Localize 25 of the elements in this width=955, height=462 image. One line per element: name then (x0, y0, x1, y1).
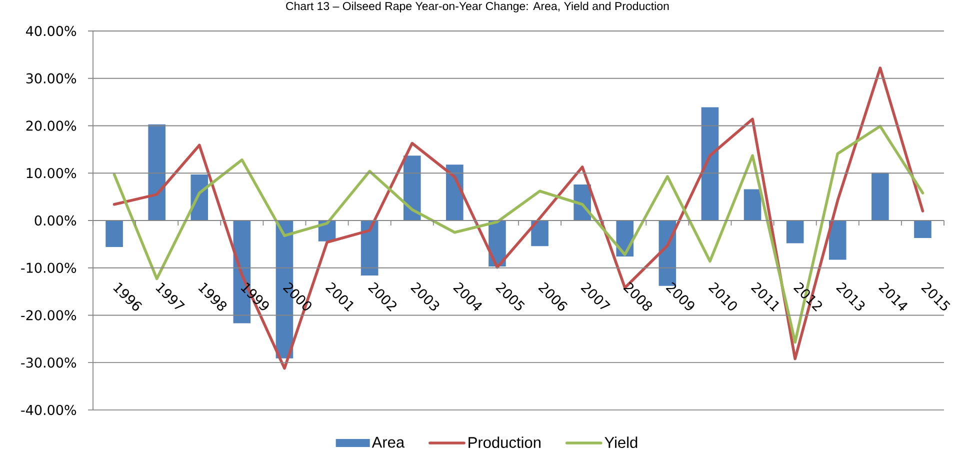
y-tick-label: 40.00% (26, 26, 76, 36)
y-tick-label: 30.00% (26, 73, 76, 84)
bar (914, 220, 932, 238)
y-tick-label: -20.00% (21, 310, 76, 320)
bar (360, 220, 378, 276)
y-tick-label: -40.00% (21, 404, 76, 416)
bar (446, 164, 464, 220)
legend-label: Area (372, 436, 405, 448)
bar (786, 220, 804, 244)
bar (744, 189, 762, 220)
y-tick-label: 10.00% (26, 168, 76, 178)
bar (106, 220, 123, 248)
y-tick-label: 0.00% (34, 215, 76, 226)
y-tick-label: -30.00% (21, 358, 76, 368)
legend-label: Yield (604, 436, 638, 448)
bar (701, 107, 719, 220)
chart-title: Chart 13 – Oilseed Rape Year-on-Year Change: Area, Yield and Production (286, 2, 669, 12)
y-tick-label: -10.00% (21, 262, 76, 273)
y-tick-label: 20.00% (26, 120, 76, 131)
bar (828, 220, 846, 260)
bar (403, 156, 421, 220)
legend-label: Production (468, 436, 540, 448)
bar (872, 172, 889, 220)
bar (148, 124, 166, 220)
bar (531, 220, 548, 246)
